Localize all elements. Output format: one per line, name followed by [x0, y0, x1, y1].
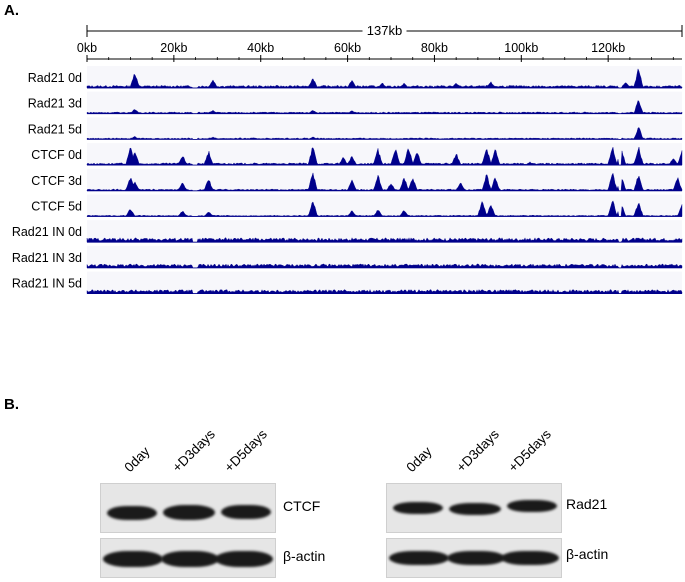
band	[507, 500, 557, 512]
coverage-profile	[86, 172, 683, 191]
lane-label-d3days: +D3days	[169, 426, 218, 475]
band	[221, 505, 271, 519]
track-label: Rad21 3d	[28, 97, 82, 111]
beta-actin-label-2: β-actin	[566, 546, 609, 562]
band	[393, 502, 443, 514]
band	[107, 506, 157, 520]
lane-label-0day: 0day	[121, 443, 153, 475]
band	[389, 551, 449, 565]
tick-label: 0kb	[77, 41, 97, 55]
band	[103, 551, 163, 567]
coverage-profile	[86, 263, 683, 269]
tick-label: 100kb	[504, 41, 538, 55]
scale-label-bg	[362, 22, 407, 38]
lane-label-0day: 0day	[403, 443, 435, 475]
track-label: Rad21 0d	[28, 71, 82, 85]
coverage-profile	[86, 68, 683, 89]
panel-b-label: B.	[4, 396, 19, 413]
coverage-profile	[86, 289, 683, 294]
track-background	[87, 117, 682, 140]
scale-label: 137kb	[367, 23, 402, 38]
tick-label: 40kb	[247, 41, 274, 55]
track-label: Rad21 IN 5d	[12, 277, 82, 291]
panel-a-label: A.	[4, 2, 19, 19]
lane-label-d3days: +D3days	[453, 426, 502, 475]
track-label: Rad21 5d	[28, 122, 82, 136]
coverage-profile	[86, 237, 683, 243]
tick-label: 60kb	[334, 41, 361, 55]
band	[449, 503, 501, 515]
band	[163, 505, 215, 520]
beta-actin-blot-2	[386, 538, 562, 578]
track-background	[87, 168, 682, 191]
beta-actin-label-1: β-actin	[283, 548, 326, 564]
track-background	[87, 91, 682, 114]
track-background	[87, 220, 682, 243]
track-label: CTCF 5d	[31, 200, 82, 214]
ctcf-blot	[100, 483, 276, 533]
coverage-profile	[86, 200, 683, 217]
coverage-profile	[86, 100, 683, 114]
beta-actin-blot-1	[100, 538, 276, 578]
track-label: CTCF 3d	[31, 174, 82, 188]
lane-label-d5days: +D5days	[505, 426, 554, 475]
track-background	[87, 271, 682, 294]
band	[501, 551, 559, 565]
track-background	[87, 66, 682, 88]
track-label: Rad21 IN 0d	[12, 225, 82, 239]
coverage-profile	[86, 146, 683, 166]
tick-label: 120kb	[591, 41, 625, 55]
track-label: Rad21 IN 3d	[12, 251, 82, 265]
track-label: CTCF 0d	[31, 148, 82, 162]
genome-browser-tracks: 137kb 0kb 20kb 40kb 60kb 80kb 100kb 120kb Rad21 …	[12, 22, 683, 295]
coverage-profile	[86, 127, 683, 140]
track-background	[87, 143, 682, 166]
lane-label-d5days: +D5days	[221, 426, 270, 475]
track-background	[87, 245, 682, 268]
tick-label: 20kb	[160, 41, 187, 55]
band	[161, 551, 219, 567]
track-background	[87, 194, 682, 217]
band	[447, 551, 505, 565]
rad21-protein-label: Rad21	[566, 496, 608, 512]
tick-label: 80kb	[421, 41, 448, 55]
band	[215, 551, 273, 567]
ctcf-protein-label: CTCF	[283, 498, 321, 514]
rad21-blot	[386, 483, 562, 533]
